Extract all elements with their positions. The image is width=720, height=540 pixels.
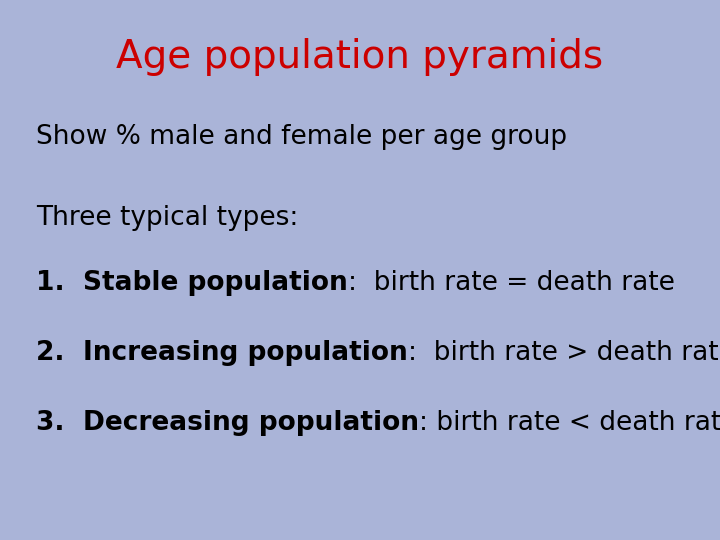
- Text: 1.: 1.: [36, 270, 83, 296]
- Text: 2.: 2.: [36, 340, 83, 366]
- Text: : birth rate < death rate: : birth rate < death rate: [419, 410, 720, 436]
- Text: Decreasing population: Decreasing population: [83, 410, 419, 436]
- Text: :  birth rate = death rate: : birth rate = death rate: [348, 270, 675, 296]
- Text: Show % male and female per age group: Show % male and female per age group: [36, 124, 567, 150]
- Text: :  birth rate > death rate: : birth rate > death rate: [408, 340, 720, 366]
- Text: 3.: 3.: [36, 410, 83, 436]
- Text: Stable population: Stable population: [83, 270, 348, 296]
- Text: Age population pyramids: Age population pyramids: [117, 38, 603, 76]
- Text: Three typical types:: Three typical types:: [36, 205, 298, 231]
- Text: Increasing population: Increasing population: [83, 340, 408, 366]
